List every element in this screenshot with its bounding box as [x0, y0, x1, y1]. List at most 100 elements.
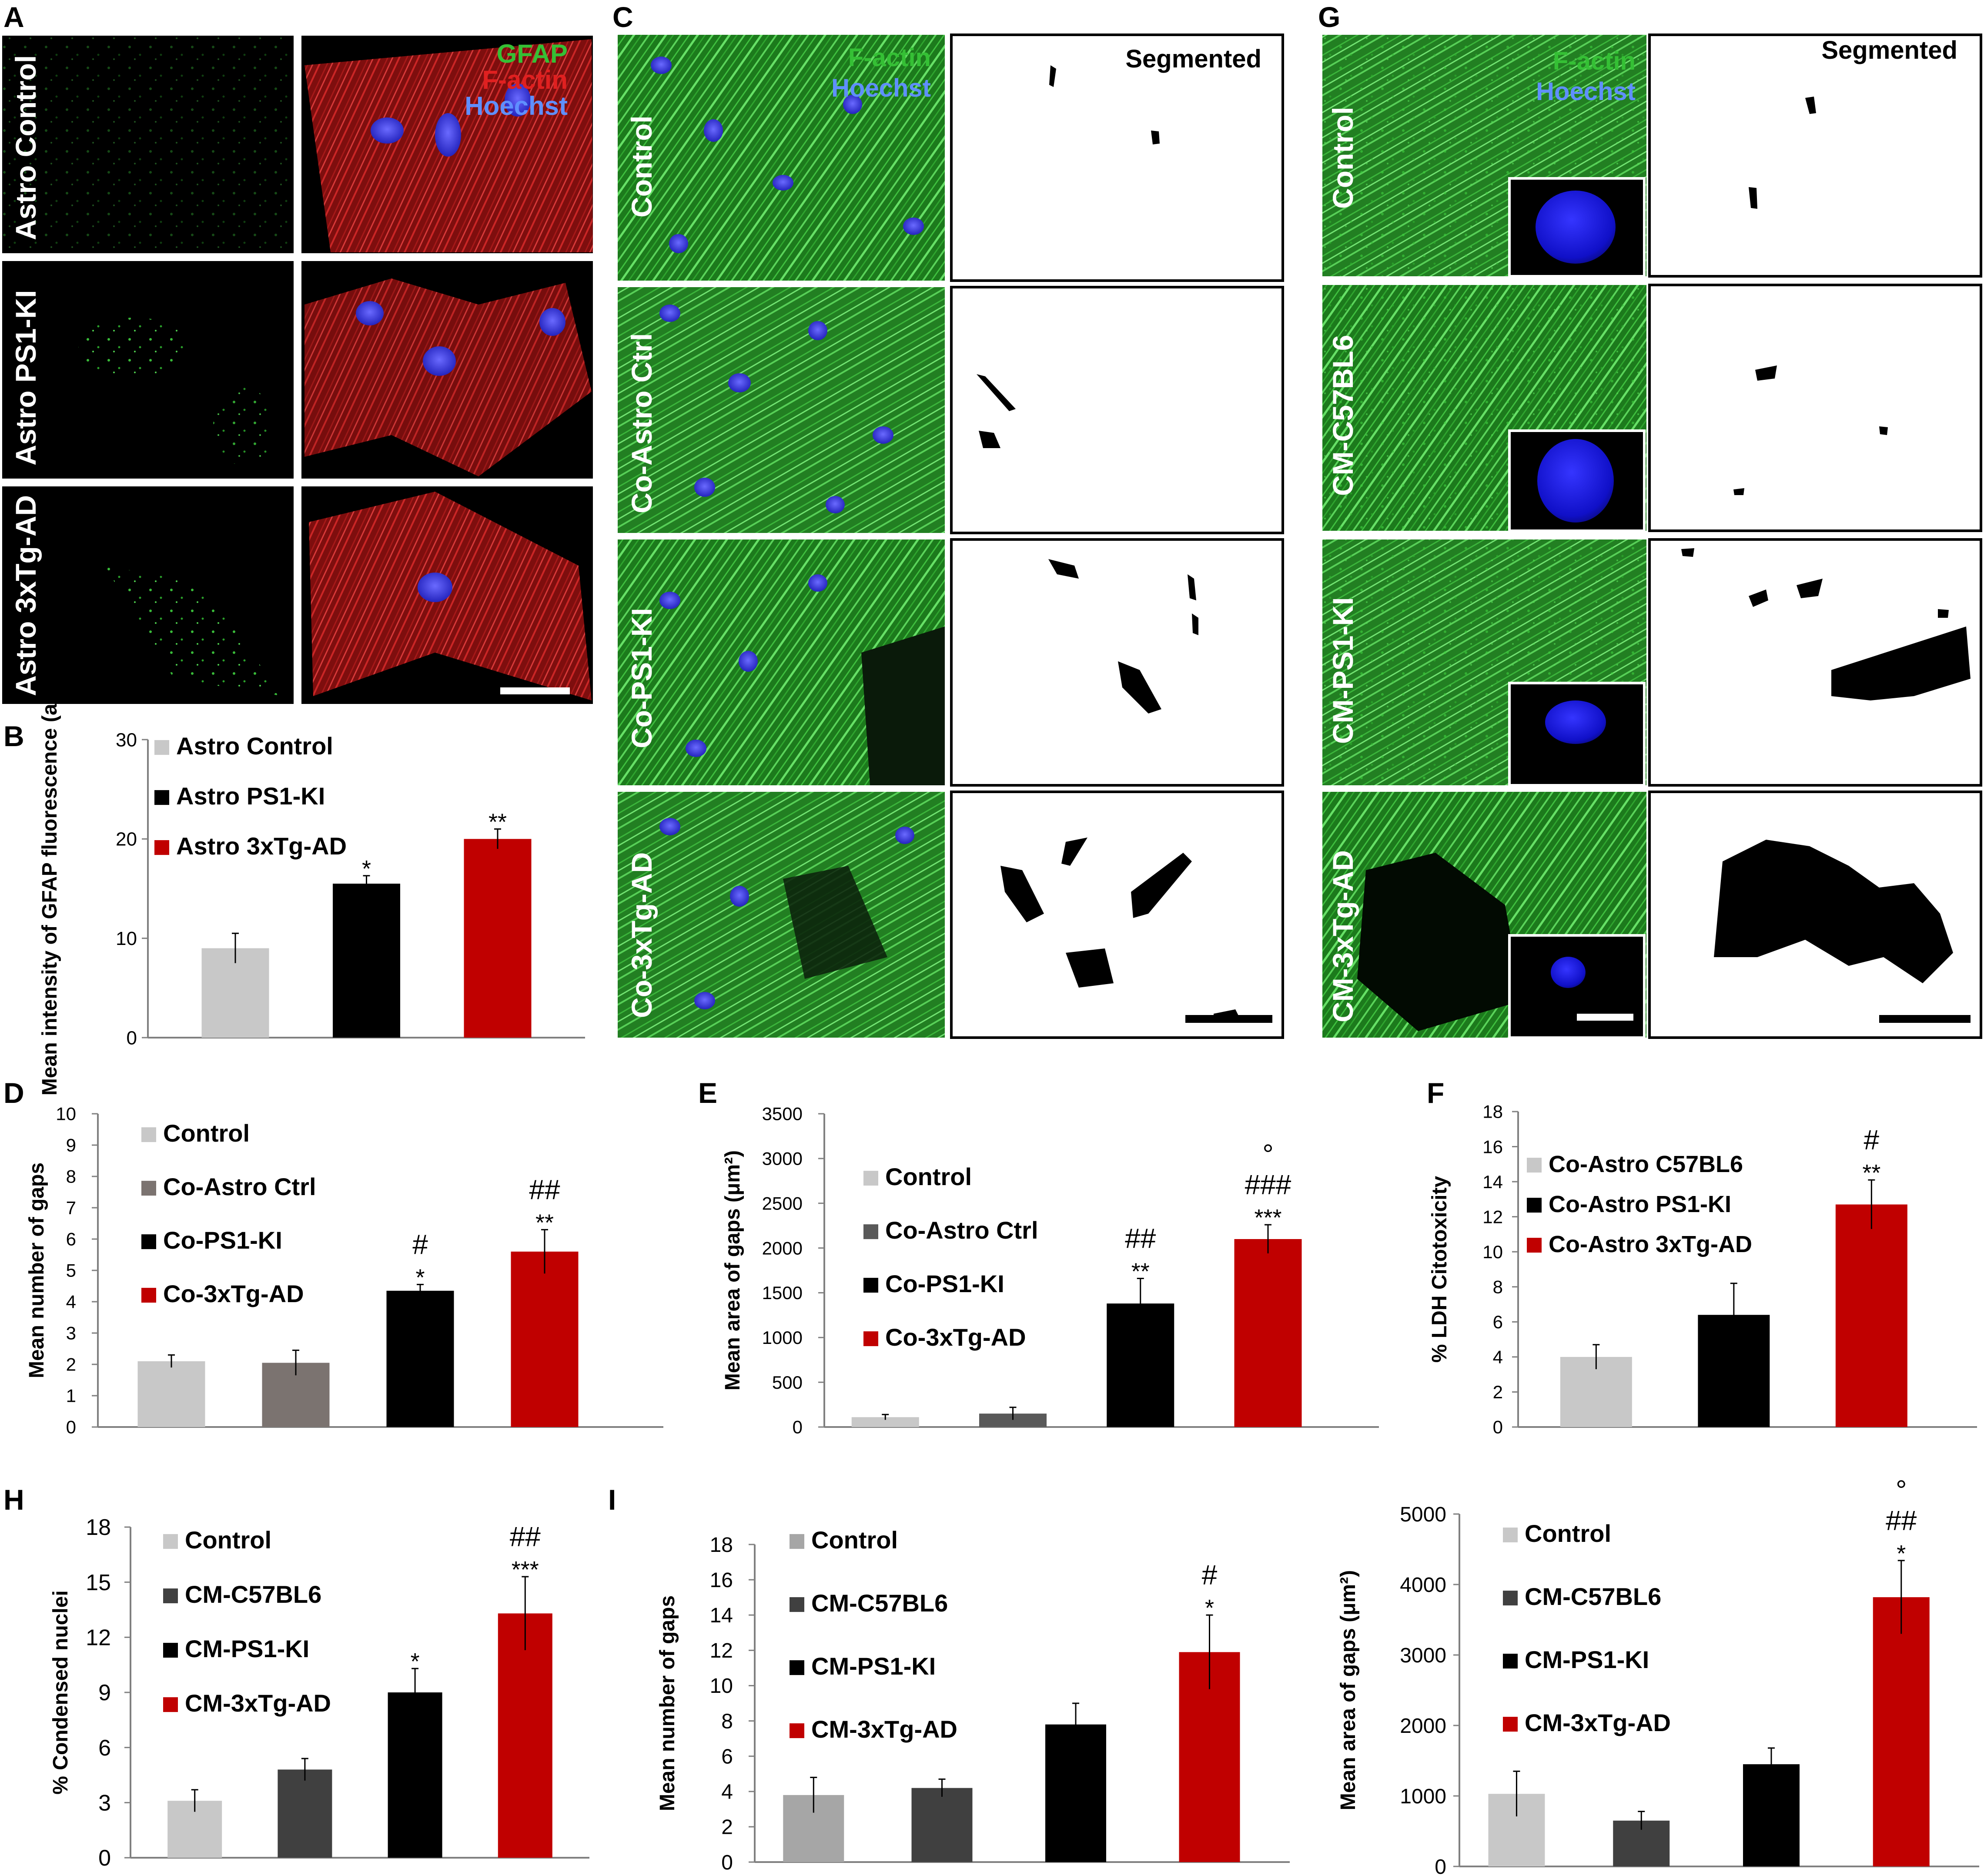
- panel-letter-c: C: [612, 1, 633, 33]
- y-tick-label: 16: [1482, 1136, 1503, 1157]
- bar-co-ps1-ki: [386, 1290, 454, 1427]
- panel-c-micrographs: C Control Co-Astro Ctrl Co-PS1-KI: [612, 1, 1284, 1039]
- segmented-g-control: [1648, 34, 1982, 278]
- legend-swatch: [141, 1234, 156, 1250]
- y-tick-label: 14: [1482, 1172, 1503, 1192]
- legend-label: CM-3xTg-AD: [185, 1689, 331, 1717]
- row-label-c-co-ps1ki: Co-PS1-KI: [626, 608, 658, 748]
- micrograph-astro-control-gfap: [2, 36, 294, 253]
- bar-cm-ps1-ki: [1045, 1724, 1106, 1862]
- legend-swatch: [141, 1181, 156, 1196]
- legend-swatch: [154, 740, 169, 755]
- segmented-c-co-3xtgad: [950, 791, 1284, 1039]
- stain-label-gfap: GFAP: [497, 39, 568, 68]
- row-label-g-control: Control: [1327, 107, 1359, 209]
- significance-marker: *: [1205, 1595, 1214, 1621]
- legend-swatch: [141, 1127, 156, 1142]
- micrograph-astro-3xtgad-gfap: [2, 486, 294, 704]
- legend-swatch: [154, 790, 169, 805]
- legend-swatch: [1527, 1198, 1542, 1213]
- legend-label: Control: [1525, 1520, 1611, 1547]
- y-tick-label: 12: [1482, 1206, 1503, 1227]
- legend-label: Co-Astro C57BL6: [1549, 1151, 1743, 1177]
- chart-i-area: 0 1000 2000 3000 4000 5000 Mean area of gaps (…: [1337, 1474, 1979, 1876]
- stain-label-g-hoechst: Hoechst: [1536, 77, 1636, 106]
- legend-label: Co-3xTg-AD: [885, 1323, 1026, 1351]
- legend-label: CM-C57BL6: [185, 1581, 321, 1608]
- legend-label: Control: [163, 1119, 250, 1147]
- y-tick-label: 2500: [762, 1193, 803, 1213]
- y-tick-label: 6: [721, 1745, 733, 1768]
- legend-swatch: [1503, 1591, 1518, 1606]
- y-tick-label: 500: [772, 1372, 803, 1393]
- significance-marker: #: [1202, 1559, 1218, 1591]
- stain-label-c-hoechst: Hoechst: [831, 74, 931, 102]
- significance-marker: ##: [1886, 1505, 1917, 1536]
- segmented-c-co-ps1ki: [950, 538, 1284, 787]
- stain-label-hoechst: Hoechst: [465, 91, 568, 121]
- significance-marker: **: [535, 1209, 554, 1236]
- panel-letter-d: D: [3, 1077, 24, 1109]
- segmented-g-cm-ps1ki: [1648, 538, 1982, 787]
- bar-astro-ps1-ki: [333, 884, 400, 1038]
- y-tick-label: 4: [66, 1292, 76, 1312]
- y-axis-label: Mean area of gaps (μm²): [1337, 1570, 1360, 1810]
- y-tick-label: 8: [1493, 1276, 1503, 1297]
- y-tick-label: 6: [66, 1229, 76, 1250]
- significance-marker: #: [1864, 1124, 1880, 1156]
- panel-g-micrographs: G Control CM-C57BL6 CM-PS1-: [1318, 1, 1982, 1039]
- micrograph-g-cm-c57bl6: [1322, 285, 1646, 532]
- legend-swatch: [141, 1288, 156, 1303]
- legend-label: CM-PS1-KI: [185, 1635, 309, 1662]
- significance-marker: ###: [1245, 1169, 1291, 1200]
- legend-swatch: [790, 1723, 804, 1739]
- y-tick-label: 5: [66, 1260, 76, 1281]
- row-label-g-cm-ps1ki: CM-PS1-KI: [1327, 597, 1359, 744]
- bar-cm-ps1-ki: [1743, 1764, 1800, 1866]
- legend-swatch: [163, 1643, 178, 1658]
- row-label-c-control: Control: [626, 115, 658, 218]
- y-tick-label: 4: [721, 1781, 733, 1804]
- legend-label: CM-PS1-KI: [811, 1652, 936, 1680]
- legend-label: Control: [811, 1526, 898, 1554]
- legend-swatch: [163, 1697, 178, 1712]
- y-tick-label: 9: [66, 1135, 76, 1156]
- y-tick-label: 0: [793, 1417, 803, 1437]
- significance-marker: °: [1896, 1474, 1907, 1506]
- y-tick-label: 12: [86, 1625, 111, 1651]
- y-tick-label: 9: [98, 1680, 111, 1705]
- legend-swatch: [790, 1660, 804, 1675]
- legend-swatch: [863, 1278, 878, 1293]
- bar-astro-3xtg-ad: [464, 839, 532, 1038]
- y-tick-label: 18: [1482, 1102, 1503, 1122]
- stain-label-g-factin: F-actin: [1553, 47, 1636, 75]
- panel-a-micrographs: A Astro Control GFAP F-actin Hoechst: [2, 1, 593, 704]
- significance-marker: ##: [1125, 1223, 1156, 1254]
- row-label-c-co-astro-ctrl: Co-Astro Ctrl: [626, 333, 658, 513]
- scale-bar-g: [1879, 1015, 1971, 1023]
- legend-label: CM-C57BL6: [1525, 1583, 1661, 1610]
- y-tick-label: 2: [66, 1354, 76, 1375]
- chart-e: E 0 500 1000 1500 2000 2500 3000 3500 Mean area o…: [698, 1077, 1379, 1437]
- y-tick-label: 3500: [762, 1104, 803, 1124]
- significance-marker: ***: [1254, 1205, 1281, 1231]
- bar-cm-c57bl6: [278, 1769, 332, 1858]
- legend-swatch: [863, 1331, 878, 1347]
- bar-cm-3xtg-ad: [1873, 1597, 1930, 1866]
- y-tick-label: 2000: [762, 1238, 803, 1258]
- micrograph-c-co-astro-ctrl: [618, 287, 945, 533]
- row-label-c-co-3xtgad: Co-3xTg-AD: [626, 852, 658, 1018]
- y-tick-label: 6: [1493, 1312, 1503, 1332]
- y-tick-label: 1000: [1400, 1785, 1446, 1808]
- legend-label: Astro PS1-KI: [176, 782, 325, 810]
- y-tick-label: 7: [66, 1198, 76, 1218]
- significance-marker: ##: [510, 1521, 541, 1552]
- legend-label: Co-Astro Ctrl: [885, 1216, 1038, 1244]
- panel-letter-a: A: [3, 1, 24, 33]
- y-tick-label: 0: [721, 1851, 733, 1874]
- legend-label: Control: [185, 1526, 271, 1554]
- significance-marker: **: [1131, 1259, 1150, 1285]
- y-tick-label: 4000: [1400, 1574, 1446, 1597]
- micrograph-astro-3xtgad-merge: [301, 486, 593, 704]
- y-tick-label: 4: [1493, 1347, 1503, 1367]
